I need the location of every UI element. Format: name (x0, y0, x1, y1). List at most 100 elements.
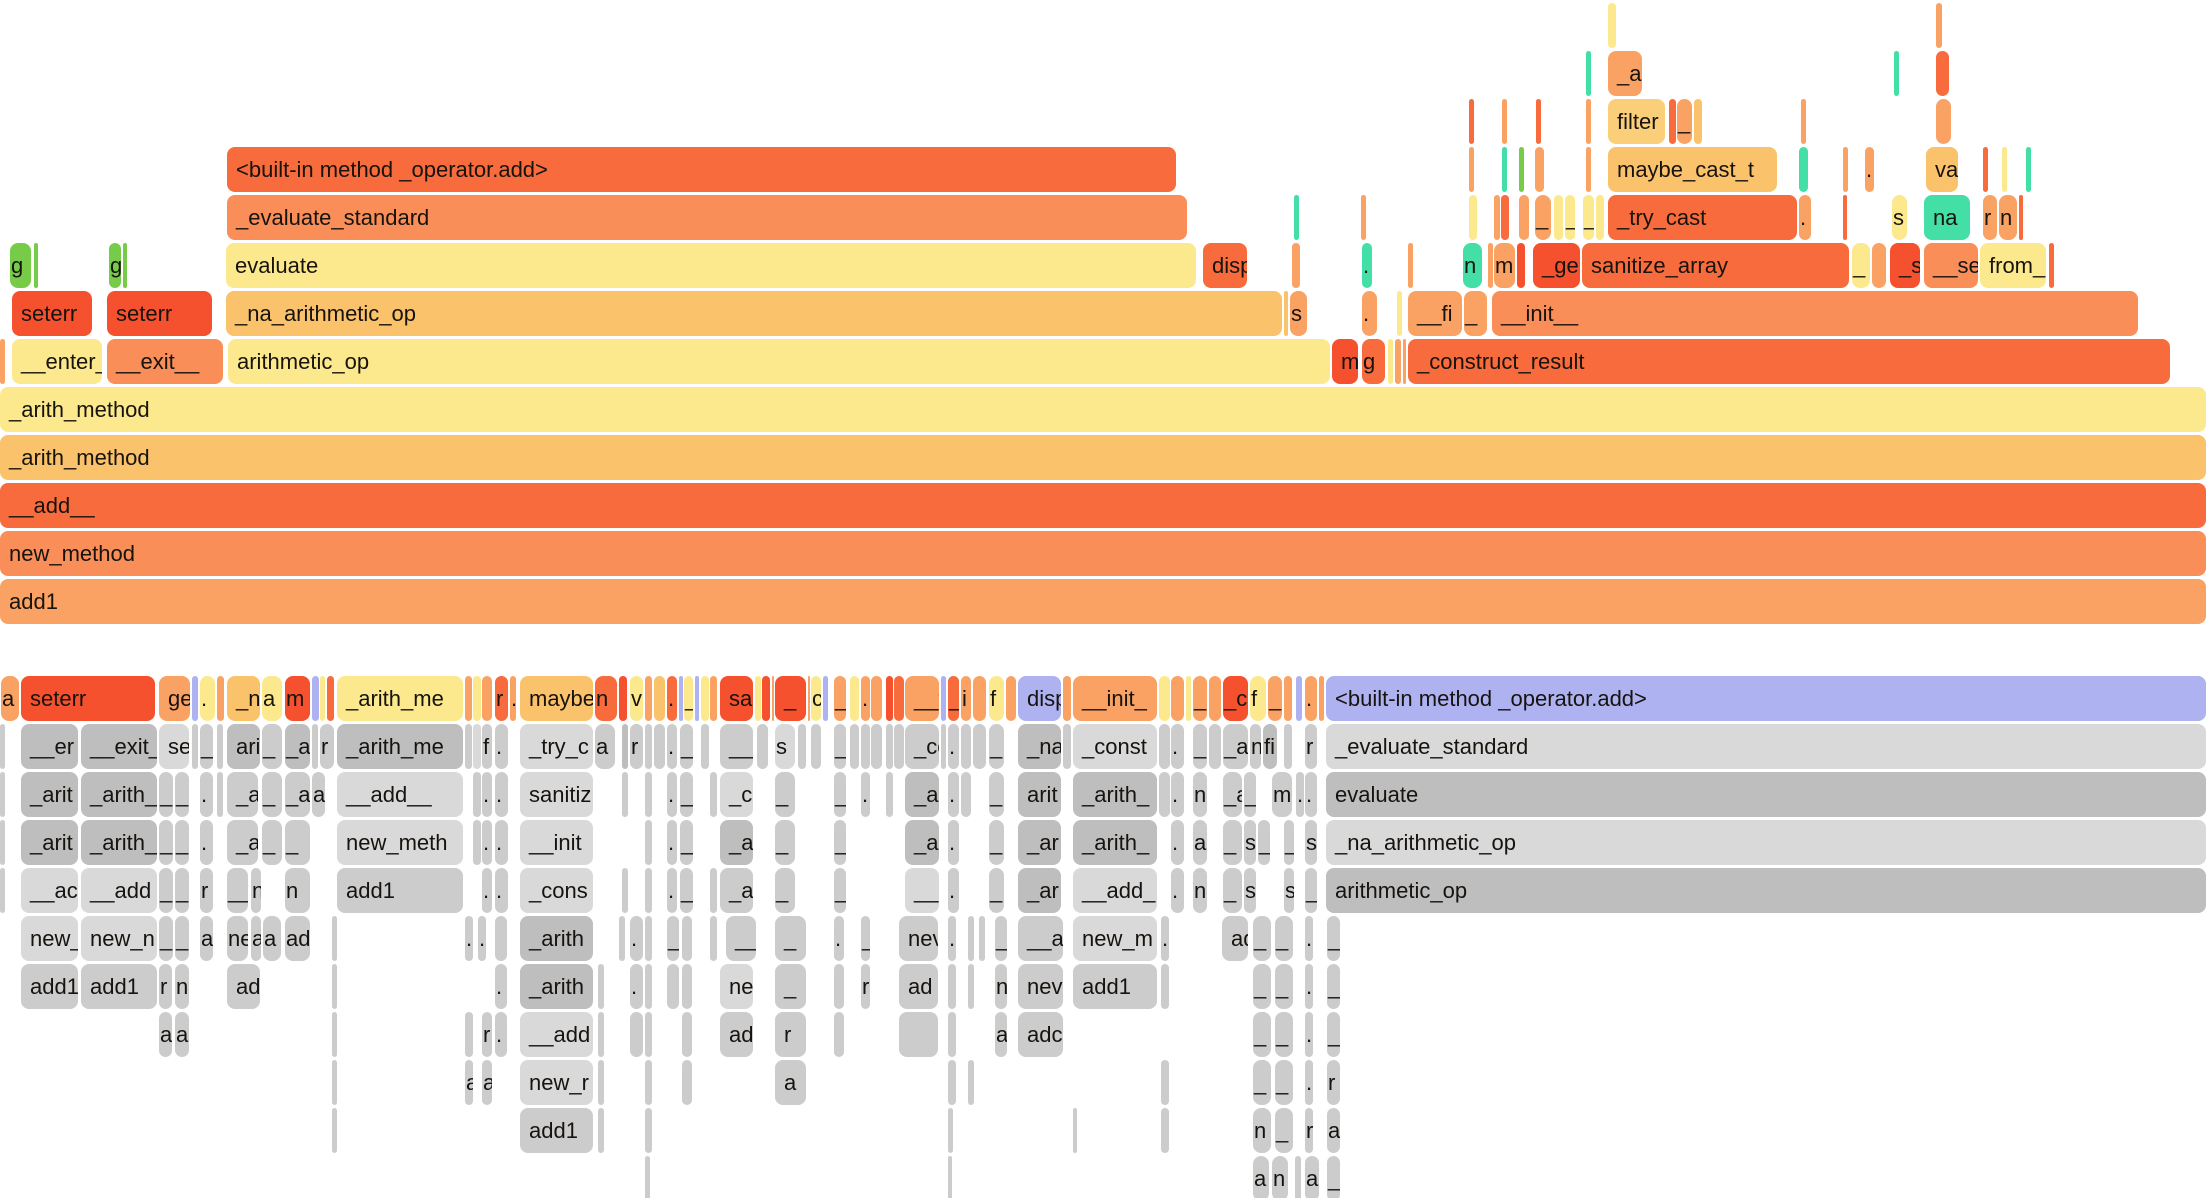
flame-bar-[interactable]: . (495, 868, 508, 913)
flame-sliver[interactable] (695, 676, 699, 721)
flame-bar-g[interactable]: g (10, 243, 31, 288)
flame-bar-ari[interactable]: ari (227, 724, 260, 769)
flame-sliver[interactable] (2049, 243, 2054, 288)
flame-sliver[interactable] (1519, 195, 1529, 240)
flame-bar-a[interactable]: a (1, 676, 19, 721)
flame-sliver[interactable] (1292, 243, 1300, 288)
flame-bar-from_[interactable]: from_ (1980, 243, 2046, 288)
flame-bar-_arith[interactable]: _arith (520, 964, 593, 1009)
flame-sliver[interactable] (312, 724, 318, 769)
flame-bar-_a[interactable]: _a (227, 772, 258, 817)
flame-sliver[interactable] (1284, 291, 1288, 336)
flame-bar-a[interactable]: a (465, 1060, 473, 1105)
flame-bar-_[interactable]: _ (834, 820, 846, 865)
flame-bar-_co[interactable]: _co (905, 724, 939, 769)
flame-bar-_try_c[interactable]: _try_c (520, 724, 593, 769)
flame-bar-_arith_me[interactable]: _arith_me (337, 676, 463, 721)
flame-bar-arithmetic_op[interactable]: arithmetic_op (228, 339, 1330, 384)
flame-bar-_[interactable]: _ (175, 820, 189, 865)
flame-bar-__er[interactable]: __er (21, 724, 78, 769)
flame-sliver[interactable] (948, 1108, 953, 1153)
flame-bar-_arith[interactable]: _arith (520, 916, 593, 961)
flame-bar-_[interactable]: _ (262, 772, 282, 817)
flame-bar-__init_[interactable]: __init_ (1073, 676, 1157, 721)
flame-sliver[interactable] (1388, 339, 1393, 384)
flame-sliver[interactable] (894, 724, 904, 769)
flame-sliver[interactable] (894, 676, 904, 721)
flame-sliver[interactable] (1554, 195, 1563, 240)
flame-bar-_construct_result[interactable]: _construct_result (1408, 339, 2170, 384)
flame-bar-va[interactable]: va (1926, 147, 1958, 192)
flame-bar-_[interactable]: _ (834, 772, 846, 817)
flame-bar-_[interactable]: _ (995, 916, 1007, 961)
flame-bar-_try_cast[interactable]: _try_cast (1608, 195, 1797, 240)
flame-bar-_[interactable]: _ (680, 820, 693, 865)
flame-bar-[interactable]: . (1305, 1012, 1313, 1057)
flame-sliver[interactable] (682, 916, 692, 961)
flame-bar-a[interactable]: a (775, 1060, 806, 1105)
flame-sliver[interactable] (654, 724, 665, 769)
flame-bar-_evaluate_standard[interactable]: _evaluate_standard (227, 195, 1187, 240)
flame-chart-top[interactable]: _a filter _ <built-in method _operator.add>… (0, 0, 2206, 630)
flame-sliver[interactable] (667, 964, 679, 1009)
flame-bar-new_[interactable]: new_ (21, 916, 78, 961)
flame-sliver[interactable] (1063, 724, 1071, 769)
flame-sliver[interactable] (1586, 99, 1591, 144)
flame-bar-[interactable]: . (1305, 772, 1317, 817)
flame-bar-_n[interactable]: _n (227, 676, 260, 721)
flame-sliver[interactable] (762, 676, 770, 721)
flame-bar-new_m[interactable]: new_m (1073, 916, 1157, 961)
flame-bar-add1[interactable]: add1 (520, 1108, 593, 1153)
flame-bar-_arith_[interactable]: _arith_ (81, 820, 157, 865)
flame-sliver[interactable] (1502, 99, 1507, 144)
flame-sliver[interactable] (495, 916, 507, 961)
flame-bar-[interactable]: . (1171, 820, 1184, 865)
flame-bar-_[interactable]: _ (1327, 1156, 1340, 1198)
flame-bar-[interactable]: . (948, 772, 959, 817)
flame-bar-_[interactable]: _ (684, 676, 693, 721)
flame-bar-[interactable]: . (667, 772, 677, 817)
flame-bar-_[interactable]: _ (1583, 195, 1594, 240)
flame-sliver[interactable] (1209, 724, 1221, 769)
flame-bar-_arith_method[interactable]: _arith_method (0, 387, 2206, 432)
flame-bar-a[interactable]: a (995, 1012, 1007, 1057)
flame-bar-[interactable]: . (1305, 916, 1313, 961)
flame-bar-__add__[interactable]: __add__ (337, 772, 463, 817)
flame-sliver[interactable] (823, 676, 828, 721)
flame-sliver[interactable] (871, 676, 882, 721)
flame-bar-_s[interactable]: _s (1890, 243, 1920, 288)
flame-bar-_arith_method[interactable]: _arith_method (0, 435, 2206, 480)
flame-sliver[interactable] (772, 676, 774, 721)
flame-bar-_[interactable]: _ (1327, 964, 1340, 1009)
flame-bar-nev[interactable]: nev (899, 916, 938, 961)
flame-bar-__[interactable]: __ (720, 724, 753, 769)
flame-bar-_[interactable]: _ (1223, 820, 1242, 865)
flame-sliver[interactable] (1295, 1156, 1301, 1198)
flame-sliver[interactable] (1284, 676, 1292, 721)
flame-sliver[interactable] (850, 676, 859, 721)
flame-bar-__f[interactable]: __f (905, 676, 939, 721)
flame-bar-_[interactable]: _ (159, 772, 173, 817)
flame-bar-[interactable]: . (1305, 1060, 1313, 1105)
flame-bar-sanitize_array[interactable]: sanitize_array (1582, 243, 1849, 288)
flame-bar-m[interactable]: m (285, 676, 310, 721)
flame-sliver[interactable] (645, 724, 652, 769)
flame-sliver[interactable] (1161, 1108, 1169, 1153)
flame-bar-n[interactable]: n (1193, 772, 1207, 817)
flame-bar-a[interactable]: a (1193, 820, 1207, 865)
flame-sliver[interactable] (598, 1012, 604, 1057)
flame-bar-_[interactable]: _ (1253, 1012, 1271, 1057)
flame-bar-_const[interactable]: _const (1073, 724, 1157, 769)
flame-bar-_[interactable]: _ (989, 772, 1004, 817)
flame-bar-a[interactable]: a (482, 1060, 492, 1105)
flame-bar-s[interactable]: s (1244, 868, 1256, 913)
flame-bar-r[interactable]: r (482, 1012, 492, 1057)
flame-bar-n[interactable]: n (1272, 1156, 1288, 1198)
flame-bar-n[interactable]: n (595, 676, 617, 721)
flame-bar-__add[interactable]: __add (81, 868, 157, 913)
flame-sliver[interactable] (973, 676, 986, 721)
flame-bar-ad[interactable]: ad (285, 916, 310, 961)
flame-bar-_[interactable]: _ (834, 724, 846, 769)
flame-sliver[interactable] (645, 868, 652, 913)
flame-bar-a[interactable]: a (312, 772, 325, 817)
